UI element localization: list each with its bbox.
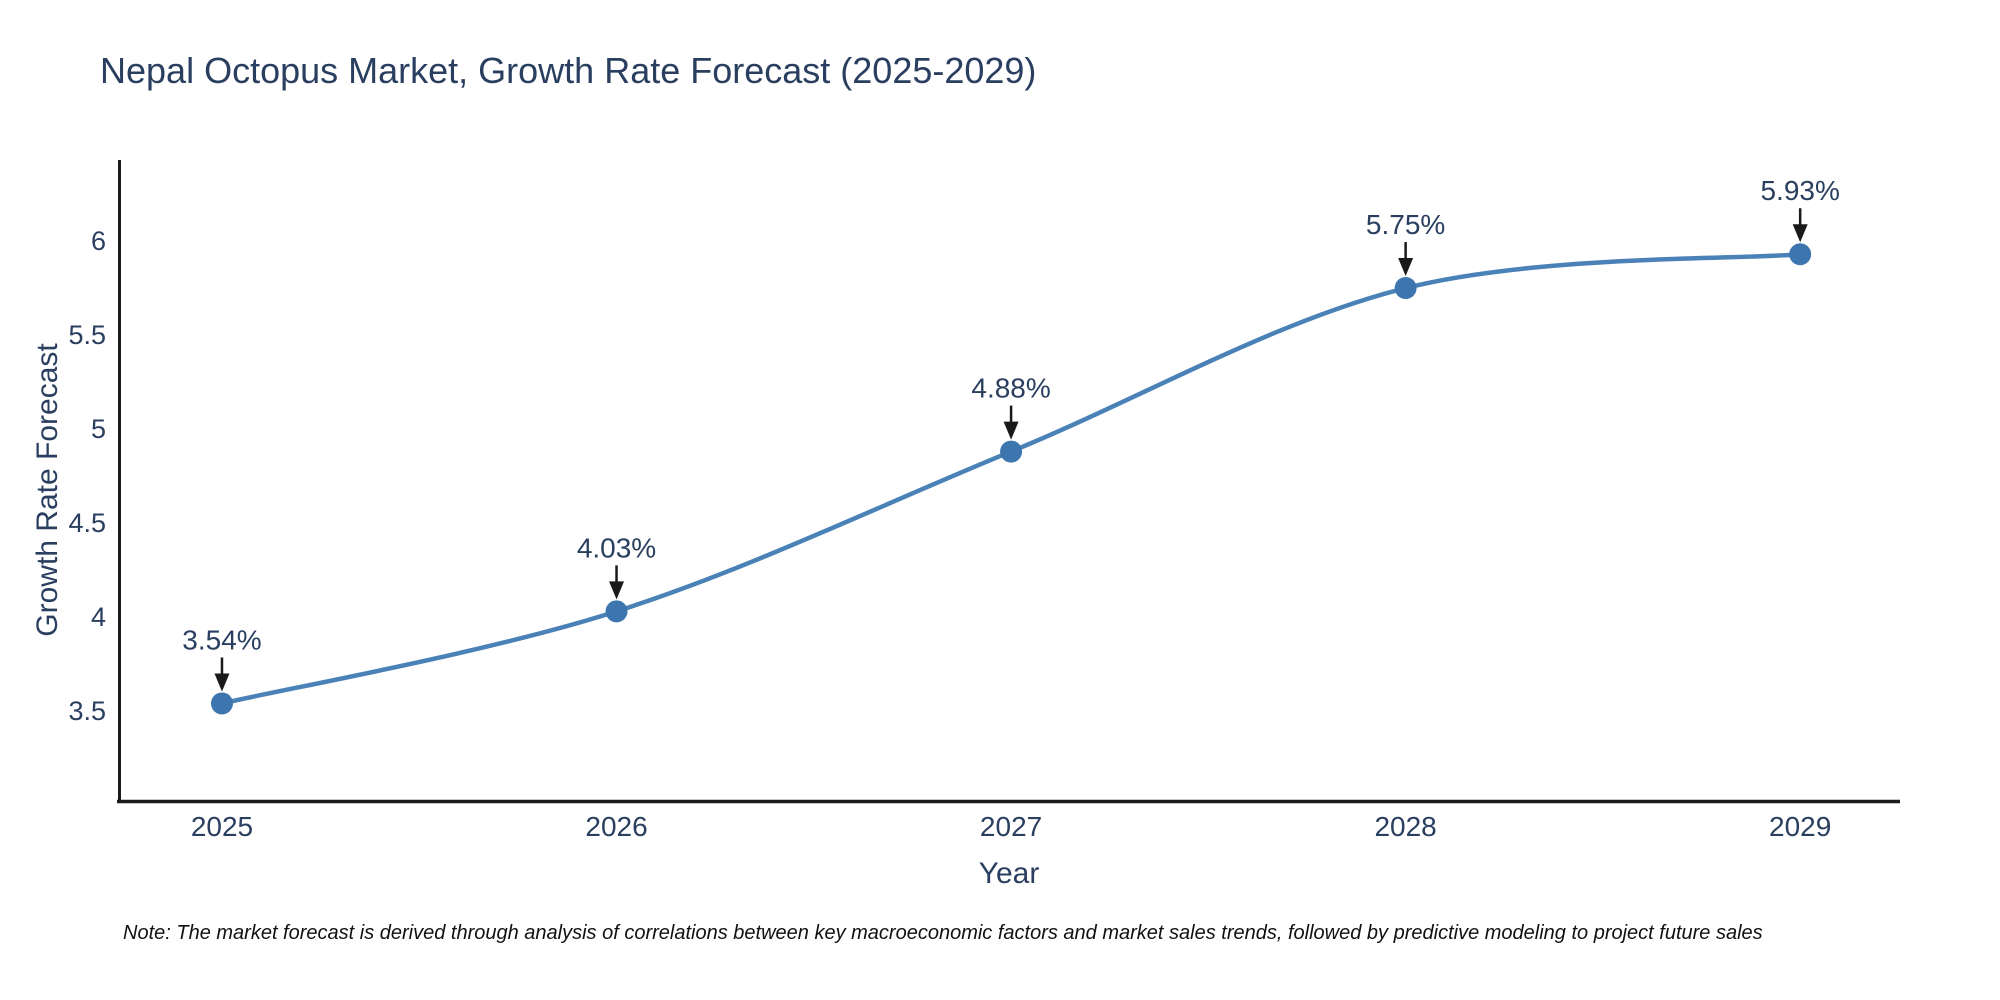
data-point-label: 5.93% — [1760, 175, 1839, 206]
data-point[interactable] — [1000, 440, 1023, 463]
data-point-label: 3.54% — [182, 624, 261, 655]
x-tick-label: 2028 — [1374, 811, 1436, 842]
footnote: Note: The market forecast is derived thr… — [123, 922, 1763, 944]
data-point[interactable] — [605, 600, 628, 623]
data-point[interactable] — [1394, 277, 1417, 300]
annotation-arrow-head-icon — [214, 673, 230, 692]
series-line — [219, 251, 1803, 706]
data-point-label: 5.75% — [1366, 209, 1445, 240]
y-tick-label: 6 — [91, 226, 106, 256]
x-tick-label: 2029 — [1769, 811, 1831, 842]
x-axis-title: Year — [978, 857, 1040, 890]
y-tick-label: 4 — [91, 602, 106, 632]
y-tick-label: 5.5 — [68, 320, 106, 350]
y-axis-title: Growth Rate Forecast — [31, 343, 64, 637]
annotation-arrow-head-icon — [1003, 421, 1019, 440]
x-tick-label: 2026 — [585, 811, 647, 842]
annotation-arrow-head-icon — [1792, 224, 1808, 243]
data-point-label: 4.88% — [971, 373, 1050, 404]
data-point[interactable] — [210, 692, 233, 715]
x-tick-label: 2025 — [191, 811, 253, 842]
y-tick-label: 5 — [91, 414, 106, 444]
y-tick-label: 4.5 — [68, 508, 106, 538]
x-tick-label: 2027 — [980, 811, 1042, 842]
y-tick-label: 3.5 — [68, 696, 106, 726]
chart-title: Nepal Octopus Market, Growth Rate Foreca… — [100, 50, 1037, 91]
annotation-arrow-head-icon — [609, 581, 625, 600]
annotation-arrow-head-icon — [1398, 258, 1414, 277]
data-point-label: 4.03% — [577, 532, 656, 563]
data-point[interactable] — [1789, 243, 1812, 266]
